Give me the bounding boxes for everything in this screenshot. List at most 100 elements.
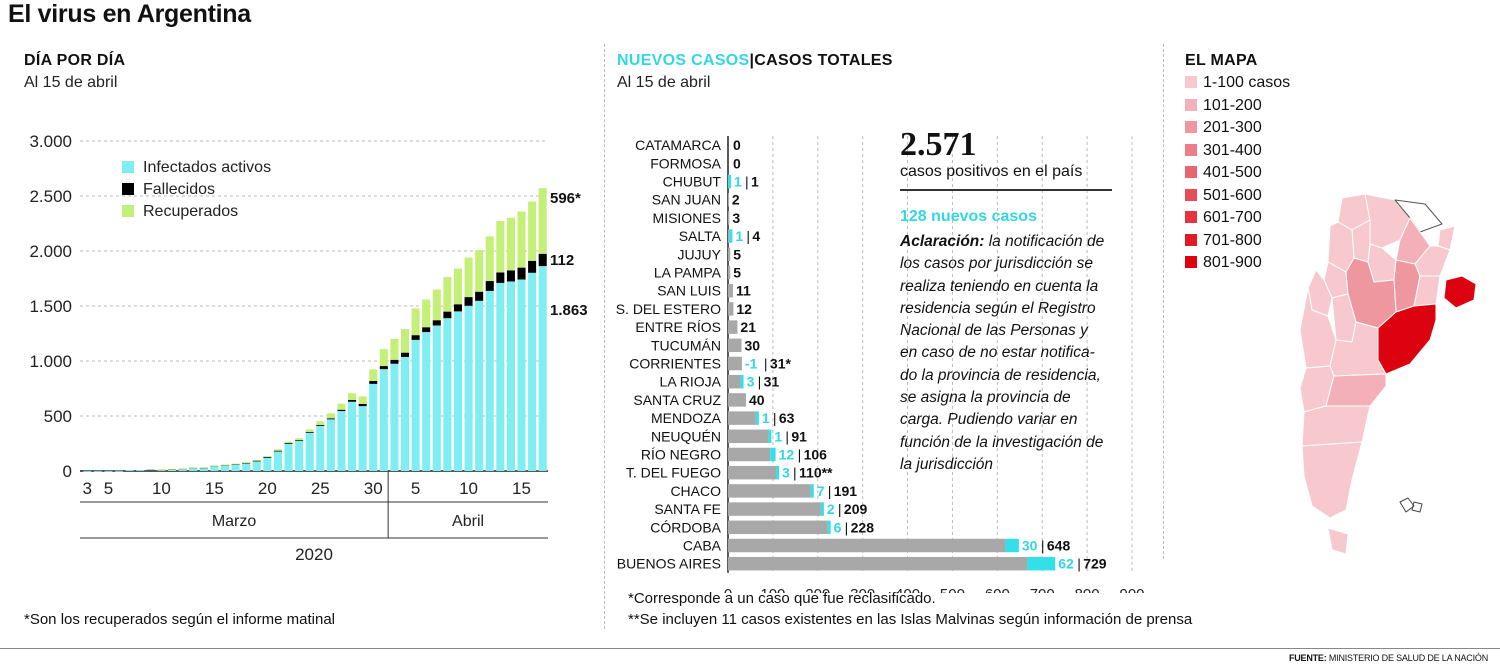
bar-infectados-activos (295, 440, 304, 471)
category-label: SAN JUAN (652, 192, 721, 208)
heading-separator: | (749, 52, 755, 69)
total-cases-label: 209 (844, 501, 868, 517)
legend-item: 601-700 (1185, 209, 1262, 227)
legend-swatch (1185, 166, 1197, 178)
x-tick-label: 3 (83, 479, 92, 498)
bar-fallecidos (337, 409, 346, 412)
new-cases-label: 3 (747, 374, 755, 390)
bar-fallecidos (379, 366, 388, 370)
y-tick-label: 3.000 (29, 132, 72, 151)
category-label: RÍO NEGRO (641, 447, 721, 463)
bar-infectados-activos (115, 470, 124, 472)
legend-label: 301-400 (1203, 141, 1262, 159)
bar-total (728, 502, 821, 516)
category-label: T. DEL FUEGO (626, 465, 721, 481)
total-cases-label: 31* (770, 356, 792, 372)
category-label: FORMOSA (650, 155, 721, 171)
bar-recuperados (316, 421, 325, 426)
daily-subheading: Al 15 de abril (24, 74, 118, 91)
total-cases-label: 5 (733, 265, 741, 281)
bar-recuperados (284, 441, 293, 444)
bar-fallecidos (273, 450, 282, 452)
x-tick-label: 20 (258, 479, 277, 498)
new-cases-label: -1 (745, 356, 758, 372)
bar-fallecidos (475, 291, 484, 301)
bar-total (728, 211, 730, 225)
x-tick-label: 700 (1030, 586, 1055, 593)
category-label: CÓRDOBA (650, 519, 721, 535)
province-footnote-1: *Corresponde a un caso que fue reclasifi… (628, 590, 936, 607)
total-cases-heading: CASOS TOTALES (754, 52, 893, 69)
total-cases-label: 11 (736, 283, 751, 299)
bar-fallecidos (326, 418, 335, 420)
bar-new (768, 429, 772, 444)
bar-recuperados (443, 277, 452, 312)
bar-infectados-activos (358, 406, 367, 471)
bar-total (728, 556, 1028, 571)
bar-total (728, 302, 734, 316)
y-tick-label: 500 (44, 407, 72, 426)
legend-label: 501-600 (1203, 186, 1262, 204)
x-tick-label: 0 (724, 586, 732, 593)
bar-infectados-activos (284, 443, 293, 471)
bar-new (755, 411, 759, 425)
y-tick-label: 1.000 (29, 352, 72, 371)
category-label: BUENOS AIRES (617, 556, 721, 572)
x-tick-label: 15 (512, 479, 531, 498)
category-label: LA PAMPA (654, 265, 722, 281)
legend-label: 201-300 (1203, 119, 1262, 136)
bar-infectados-activos (104, 470, 113, 472)
bar-fallecidos (348, 399, 357, 402)
bar-infectados-activos (220, 464, 230, 471)
bar-recuperados (358, 396, 367, 404)
clarification-line: la notificación de (984, 233, 1105, 250)
bar-recuperados (464, 257, 473, 298)
category-label: ENTRE RÍOS (635, 319, 721, 335)
bar-fallecidos (432, 320, 441, 326)
bar-infectados-activos (242, 462, 251, 471)
bar-recuperados (485, 236, 494, 282)
clarification-line: función de la investigación de (900, 433, 1104, 451)
category-label: CORRIENTES (629, 356, 721, 372)
bar-infectados-activos (443, 318, 452, 471)
new-cases-label: 1 (735, 228, 743, 244)
bar-total (728, 484, 811, 498)
bar-total (728, 374, 741, 389)
province-subheading: Al 15 de abril (617, 74, 711, 91)
end-label-recovered: 596* (550, 190, 581, 207)
bar-recuperados (305, 429, 314, 432)
new-cases-label: 12 (779, 447, 795, 463)
new-cases-label: 128 nuevos casos (900, 208, 1037, 225)
new-cases-label: 7 (817, 483, 825, 499)
legend-swatch (1185, 143, 1197, 156)
bar-fallecidos (242, 462, 251, 464)
clarification-line: do la provincia de residencia, (900, 366, 1101, 384)
total-cases-label: 2 (732, 192, 740, 208)
bar-fallecidos (528, 260, 537, 273)
new-cases-heading: NUEVOS CASOS (617, 52, 750, 69)
bar-fallecidos (284, 443, 293, 444)
clarification-line: se asigna la provincia de (900, 389, 1071, 407)
category-label: LA RIOJA (660, 374, 722, 390)
legend-item: 201-300 (1185, 119, 1262, 137)
bar-recuperados (496, 220, 505, 273)
bar-infectados-activos (517, 279, 526, 471)
legend-item: 701-800 (1185, 232, 1262, 250)
bar-infectados-activos (252, 460, 261, 471)
y-tick-label: 2.000 (29, 242, 72, 261)
bar-infectados-activos (464, 305, 473, 471)
bar-total (728, 465, 777, 480)
legend-label: 801-900 (1203, 254, 1262, 271)
legend-swatch (1185, 211, 1197, 223)
bar-recuperados (422, 299, 431, 328)
bar-new (827, 520, 831, 535)
map-province-santacruz (1301, 441, 1363, 519)
total-cases-label: 648 (1047, 538, 1071, 554)
new-cases-label: 1 (774, 428, 782, 444)
total-cases-label: 30 (744, 337, 760, 353)
bar-total (728, 338, 742, 353)
bar-recuperados (178, 468, 187, 470)
legend-swatch (1185, 256, 1197, 268)
bar-new (776, 465, 780, 480)
total-cases-label: 3 (732, 210, 740, 226)
